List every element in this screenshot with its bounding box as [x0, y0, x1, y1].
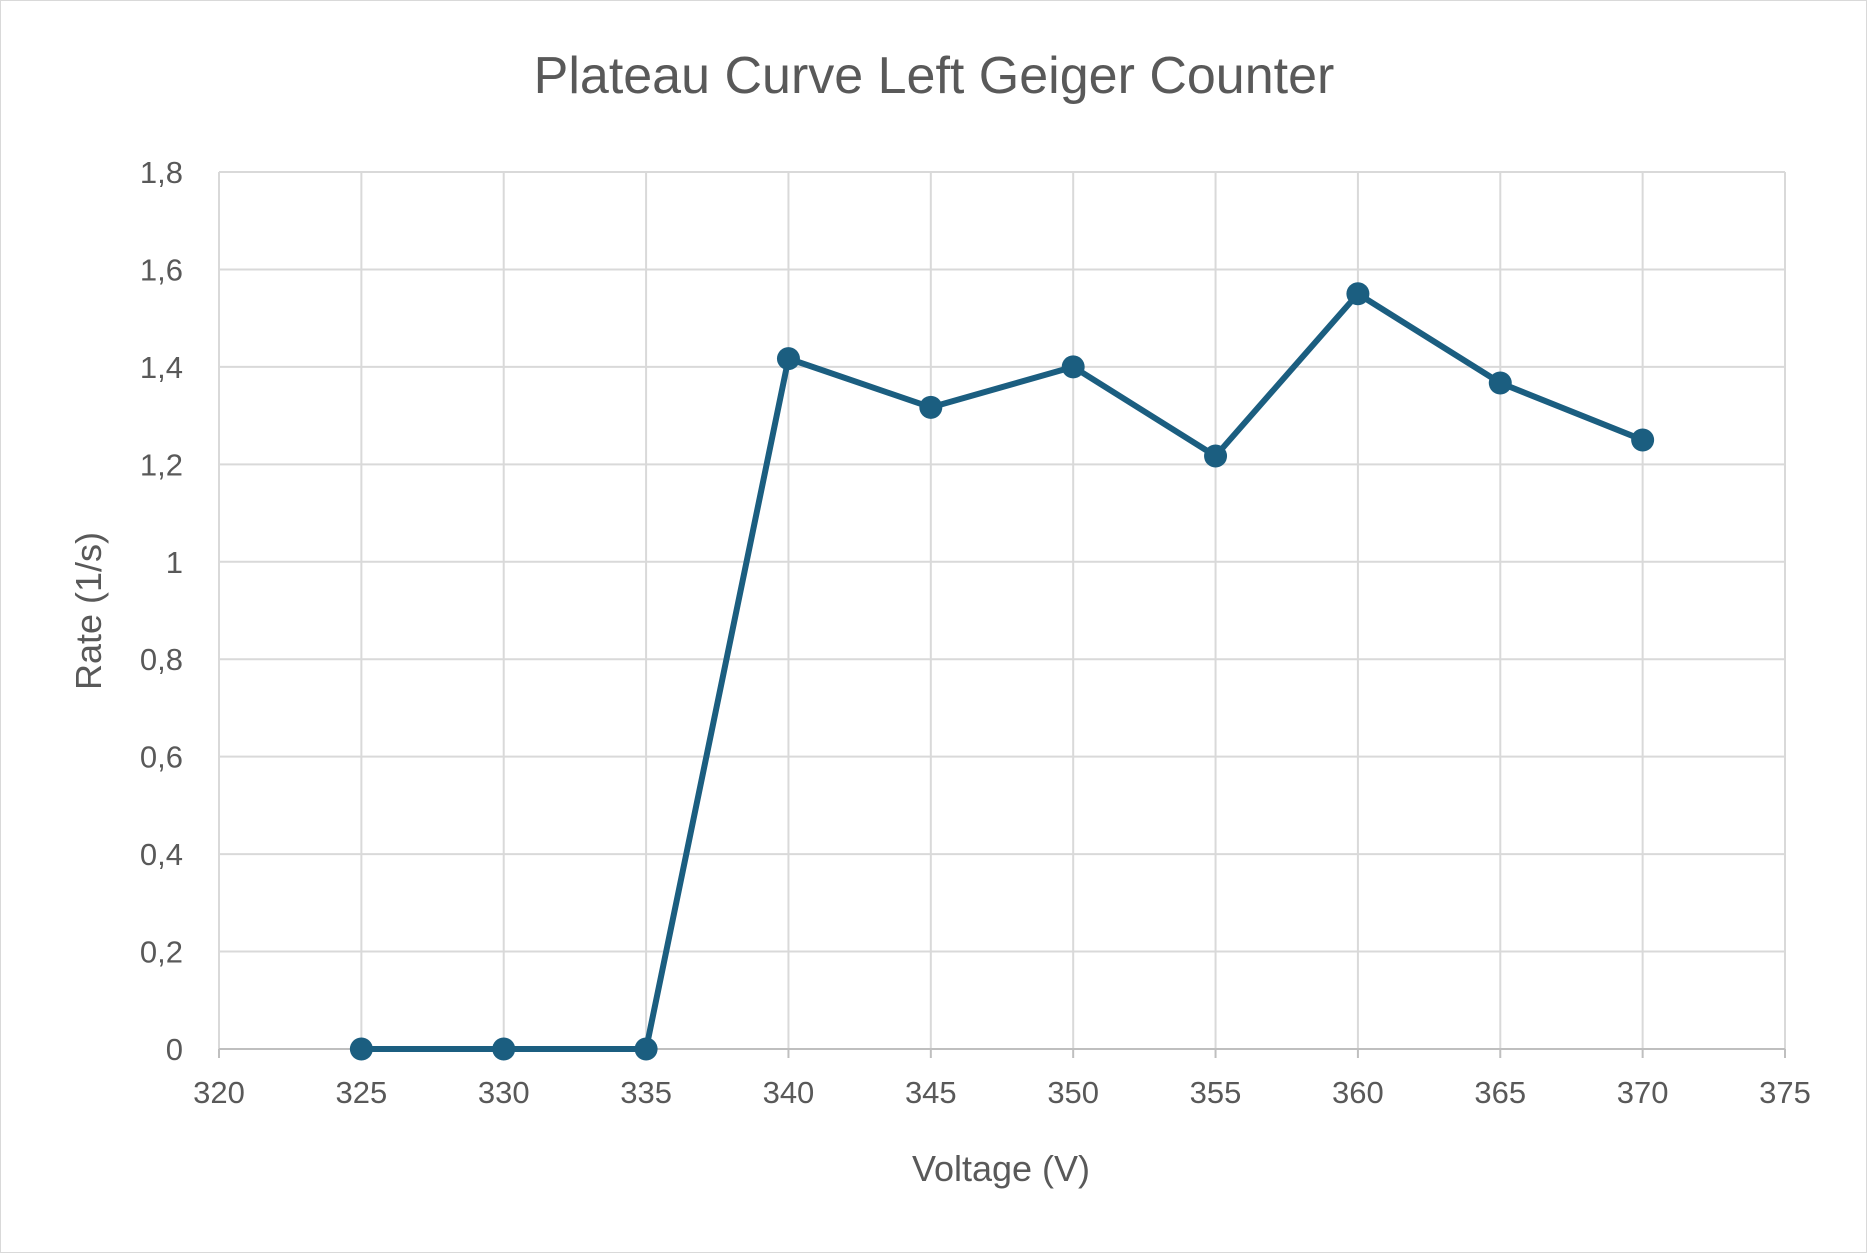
x-tick-label: 375: [1759, 1075, 1811, 1110]
data-point: [634, 1037, 658, 1061]
data-point: [1488, 371, 1512, 395]
series-layer: [349, 282, 1655, 1061]
x-tick-label: 340: [763, 1075, 815, 1110]
y-axis-title: Rate (1/s): [68, 532, 109, 690]
x-tick-label: 320: [193, 1075, 245, 1110]
chart-title: Plateau Curve Left Geiger Counter: [534, 47, 1335, 105]
data-point: [349, 1037, 373, 1061]
series-line: [361, 290, 1644, 1052]
data-point: [1346, 282, 1370, 306]
y-tick-label: 1,2: [140, 447, 183, 482]
y-tick-label: 0,6: [140, 740, 183, 775]
x-tick-label: 325: [335, 1075, 387, 1110]
y-tick-label: 0,8: [140, 642, 183, 677]
y-tick-label: 1: [166, 545, 183, 580]
x-tick-label: 350: [1047, 1075, 1099, 1110]
y-tick-label: 1,4: [140, 350, 183, 385]
grid-layer: [218, 171, 1786, 1049]
data-point: [492, 1037, 516, 1061]
x-tick-label: 370: [1617, 1075, 1669, 1110]
y-tick-label: 0,2: [140, 935, 183, 970]
data-point: [1204, 444, 1228, 468]
x-tick-label: 335: [620, 1075, 672, 1110]
x-axis-title: Voltage (V): [912, 1148, 1090, 1189]
x-tick-label: 355: [1190, 1075, 1242, 1110]
y-tick-label: 0,4: [140, 837, 183, 872]
x-tick-label: 365: [1474, 1075, 1526, 1110]
y-tick-label: 0: [166, 1032, 183, 1067]
x-tick-label: 330: [478, 1075, 530, 1110]
label-layer: 320 325 330 335 340 345 350 355 360 365 370 375 0 0,2…: [140, 155, 1811, 1110]
data-point: [919, 395, 943, 419]
data-point: [1061, 355, 1085, 379]
x-tick-label: 360: [1332, 1075, 1384, 1110]
y-tick-label: 1,6: [140, 252, 183, 287]
x-tick-label: 345: [905, 1075, 957, 1110]
data-point: [1631, 428, 1655, 452]
data-point: [776, 347, 800, 371]
y-tick-label: 1,8: [140, 155, 183, 190]
